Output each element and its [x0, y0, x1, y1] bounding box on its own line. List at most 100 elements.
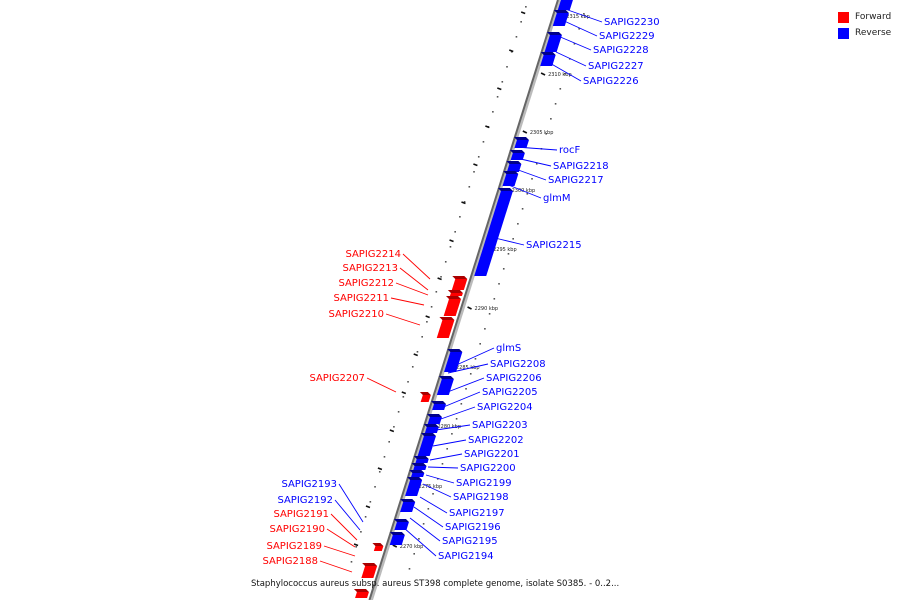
gene-feature[interactable] [427, 417, 442, 424]
gene-label[interactable]: SAPIG2203 [472, 420, 528, 431]
gene-label[interactable]: SAPIG2190 [269, 524, 325, 535]
gene-label[interactable]: SAPIG2215 [526, 240, 582, 251]
legend: Forward Reverse [838, 9, 891, 41]
leader-line [547, 61, 582, 82]
gene-label[interactable]: SAPIG2188 [262, 556, 318, 567]
legend-forward: Forward [838, 9, 891, 25]
gene-label[interactable]: SAPIG2212 [338, 278, 394, 289]
leader-line [334, 499, 361, 531]
gene-feature-face [426, 414, 442, 417]
gene-feature[interactable] [417, 436, 436, 456]
gene-label[interactable]: SAPIG2199 [456, 478, 512, 489]
gene-feature[interactable] [436, 320, 455, 338]
gene-feature[interactable] [373, 546, 384, 551]
gene-label[interactable]: SAPIG2208 [490, 359, 546, 370]
gene-label[interactable]: SAPIG2217 [548, 175, 604, 186]
legend-reverse-label: Reverse [855, 28, 892, 38]
gene-feature[interactable] [443, 299, 462, 316]
gene-feature[interactable] [552, 13, 569, 26]
gene-label[interactable]: SAPIG2191 [273, 509, 329, 520]
gene-label[interactable]: glmS [496, 343, 521, 354]
gene-label[interactable]: SAPIG2200 [460, 463, 516, 474]
gene-feature[interactable] [557, 0, 573, 10]
gene-label[interactable]: SAPIG2195 [442, 536, 498, 547]
map-caption: Staphylococcus aureus subsp. aureus ST39… [251, 579, 620, 589]
gene-label[interactable]: SAPIG2229 [599, 31, 655, 42]
forward-swatch [838, 11, 849, 23]
gene-feature-face [353, 589, 369, 592]
gene-label[interactable]: SAPIG2228 [593, 45, 649, 56]
gene-label[interactable]: SAPIG2211 [333, 293, 389, 304]
gene-label[interactable]: SAPIG2210 [328, 309, 384, 320]
gene-label[interactable]: SAPIG2192 [277, 495, 333, 506]
leader-line [409, 517, 441, 542]
leader-line [564, 8, 603, 23]
tick-label: 2315 kbp [566, 14, 590, 20]
gene-label[interactable]: SAPIG2226 [583, 76, 639, 87]
gene-label[interactable]: SAPIG2206 [486, 373, 542, 384]
gene-label[interactable]: SAPIG2189 [266, 541, 322, 552]
leader-line [422, 483, 452, 498]
gene-feature[interactable] [361, 566, 378, 578]
gene-feature[interactable] [411, 473, 425, 477]
reverse-swatch [838, 27, 849, 39]
gene-label[interactable]: SAPIG2218 [553, 161, 609, 172]
gene-feature[interactable] [474, 191, 513, 276]
gene-feature-face [553, 10, 569, 13]
gene-feature[interactable] [405, 480, 423, 496]
gene-feature[interactable] [424, 427, 439, 433]
gene-feature[interactable] [413, 466, 427, 470]
leader-line [435, 424, 471, 431]
gene-feature[interactable] [502, 174, 519, 186]
tick-label: 2285 kbp [456, 365, 480, 371]
gene-label[interactable]: SAPIG2193 [281, 479, 337, 490]
gene-feature-face [540, 52, 556, 55]
gene-label[interactable]: SAPIG2213 [342, 263, 398, 274]
gene-label[interactable]: SAPIG2194 [438, 551, 494, 562]
gene-label[interactable]: SAPIG2198 [453, 492, 509, 503]
gene-label[interactable]: SAPIG2197 [449, 508, 505, 519]
gene-feature-face [497, 188, 513, 191]
gene-feature[interactable] [355, 592, 369, 598]
gene-label[interactable]: SAPIG2202 [468, 435, 524, 446]
gene-feature-face [400, 499, 416, 502]
leader-line [403, 527, 437, 557]
leader-line [494, 237, 525, 246]
gene-label[interactable]: glmM [543, 193, 571, 204]
gene-label[interactable]: SAPIG2214 [345, 249, 401, 260]
leader-line [402, 253, 431, 280]
leader-line [425, 474, 455, 484]
gene-feature[interactable] [394, 522, 409, 530]
gene-label[interactable]: SAPIG2207 [309, 373, 365, 384]
gene-label[interactable]: SAPIG2204 [477, 402, 533, 413]
gene-feature[interactable] [420, 395, 431, 402]
leader-line [323, 545, 356, 557]
tick-label: 2270 kbp [400, 544, 424, 550]
leader-line [511, 156, 552, 167]
gene-feature-face [431, 401, 447, 404]
tick-label: 2295 kbp [493, 247, 517, 253]
gene-feature[interactable] [451, 279, 468, 290]
gene-label[interactable]: SAPIG2201 [464, 449, 520, 460]
gene-feature[interactable] [400, 502, 416, 512]
gene-label[interactable]: SAPIG2227 [588, 61, 644, 72]
gene-feature[interactable] [510, 153, 525, 160]
gene-label[interactable]: rocF [559, 145, 581, 156]
gene-feature[interactable] [444, 352, 463, 372]
gene-label[interactable]: SAPIG2205 [482, 387, 538, 398]
gene-feature[interactable] [415, 459, 429, 463]
gene-feature[interactable] [540, 55, 556, 66]
leader-line [515, 146, 558, 151]
gene-label[interactable]: SAPIG2196 [445, 522, 501, 533]
gene-feature[interactable] [449, 293, 463, 296]
gene-feature[interactable] [389, 535, 405, 545]
tick-label: 2310 kbp [548, 72, 572, 78]
gene-feature[interactable] [544, 35, 562, 52]
gene-label[interactable]: SAPIG2230 [604, 17, 660, 28]
gene-feature[interactable] [514, 140, 529, 148]
gene-feature-face [439, 317, 455, 320]
gene-feature[interactable] [432, 404, 447, 410]
leader-line [509, 166, 547, 181]
leader-line [447, 363, 489, 374]
leader-line [555, 51, 587, 67]
